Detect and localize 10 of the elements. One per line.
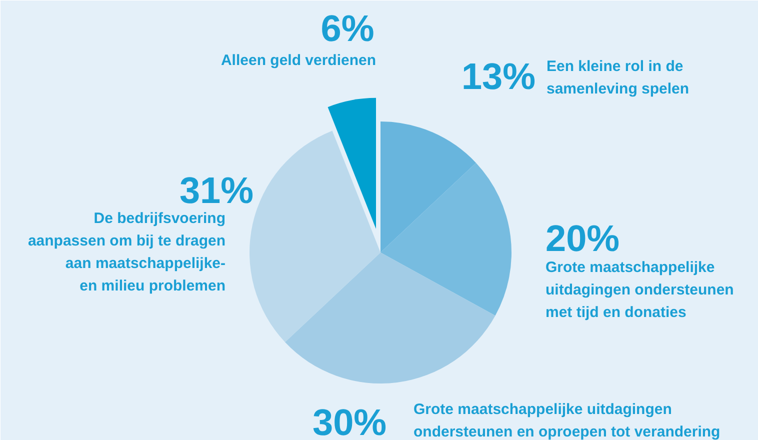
slice-label: Grote maatschappelijke uitdagingen ondersteunen met tijd en donaties (546, 259, 734, 321)
data-label: 6% (320, 8, 374, 49)
slice-label: Een kleine rol in de samenleving spelen (546, 58, 690, 98)
data-label: 20% (546, 218, 620, 259)
slice-label: De bedrijfsvoering aanpassen om bij te dragen aan maatschappelijke- en milieu problemen (28, 210, 226, 294)
data-label: 31% (179, 170, 254, 211)
slice-label: Grote maatschappelijke uitdagingen ondersteunen en oproepen tot verandering (414, 401, 720, 440)
slice-label: Alleen geld verdienen (220, 52, 376, 69)
data-label: 13% (461, 56, 536, 97)
data-label: 30% (312, 402, 387, 440)
